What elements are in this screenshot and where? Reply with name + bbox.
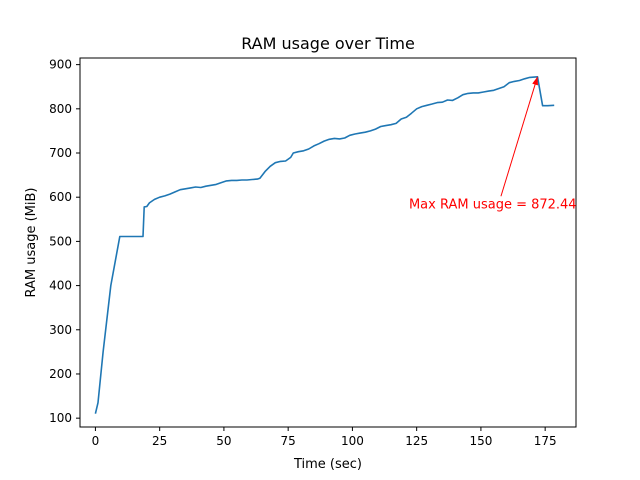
y-tick-label: 300 <box>49 323 72 337</box>
y-tick-label: 400 <box>49 279 72 293</box>
x-tick-label: 75 <box>281 434 296 448</box>
y-tick-label: 900 <box>49 58 72 72</box>
y-tick-label: 600 <box>49 190 72 204</box>
x-tick-label: 50 <box>216 434 231 448</box>
y-tick-label: 100 <box>49 411 72 425</box>
annotation-label: Max RAM usage = 872.44 <box>409 197 577 212</box>
y-tick-label: 500 <box>49 234 72 248</box>
y-tick-label: 700 <box>49 146 72 160</box>
x-tick-label: 175 <box>534 434 557 448</box>
max-annotation: Max RAM usage = 872.44 <box>409 76 577 212</box>
x-tick-label: 100 <box>341 434 364 448</box>
x-tick-label: 25 <box>152 434 167 448</box>
y-tick-label: 800 <box>49 102 72 116</box>
y-tick-label: 200 <box>49 367 72 381</box>
annotation-arrowhead <box>532 76 538 86</box>
y-axis-label: RAM usage (MiB) <box>24 188 39 298</box>
plot-area-frame <box>79 57 577 428</box>
axis-ticks: 0 25 50 75 100 125 150 175 100 200 300 400 500 600 700… <box>49 58 557 448</box>
x-axis-label: Time (sec) <box>293 457 362 472</box>
chart-title: RAM usage over Time <box>241 34 415 53</box>
x-tick-label: 125 <box>405 434 428 448</box>
x-tick-label: 150 <box>469 434 492 448</box>
ram-usage-line <box>94 76 555 414</box>
x-tick-label: 0 <box>92 434 100 448</box>
annotation-arrow <box>500 76 538 197</box>
